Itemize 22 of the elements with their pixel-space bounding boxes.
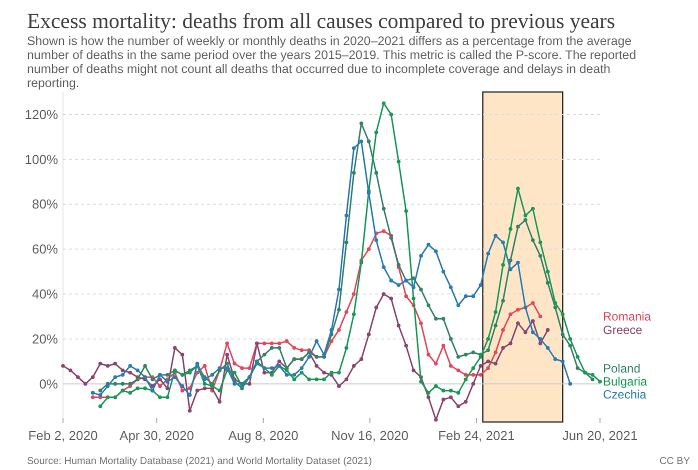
series-label: Poland	[603, 362, 640, 376]
x-tick-label: Nov 16, 2020	[331, 428, 409, 443]
x-tick-label: Aug 8, 2020	[228, 428, 298, 443]
x-tick-label: Feb 2, 2020	[28, 428, 98, 443]
text: Greece	[603, 322, 643, 337]
series-label: Bulgaria	[603, 374, 648, 389]
text: Romania	[603, 309, 652, 324]
x-tick-label: Feb 24, 2021	[438, 428, 515, 443]
x-tick-label: Jun 20, 2021	[562, 428, 638, 443]
chart-title: Excess mortality: deaths from all causes compared to previous years	[27, 9, 616, 33]
chart-subtitle: Shown is how the number of weekly or monthly deaths in 2020–2021 differs as a percentage from the average number of deaths in the same period over the years 2015–2019. This metric is called the P-score. The reported number of deaths might not count all deaths that occurred due to incomplete coverage and delays in death reporting.	[27, 34, 636, 90]
y-tick-label: 60%	[32, 242, 58, 257]
text: Czechia	[603, 388, 647, 402]
y-tick-label: 100%	[24, 152, 58, 167]
y-tick-label: 40%	[32, 286, 58, 302]
y-tick-label: 0%	[39, 376, 58, 392]
y-tick-label: 80%	[32, 196, 58, 212]
source-note: Source: Human Mortality Database (2021) and World Mortality Dataset (2021)	[27, 456, 372, 467]
x-tick-label: Apr 30, 2020	[120, 428, 194, 443]
y-tick-label: 20%	[32, 331, 58, 346]
text: CC BY	[659, 456, 690, 467]
y-tick-label: 120%	[24, 106, 58, 122]
